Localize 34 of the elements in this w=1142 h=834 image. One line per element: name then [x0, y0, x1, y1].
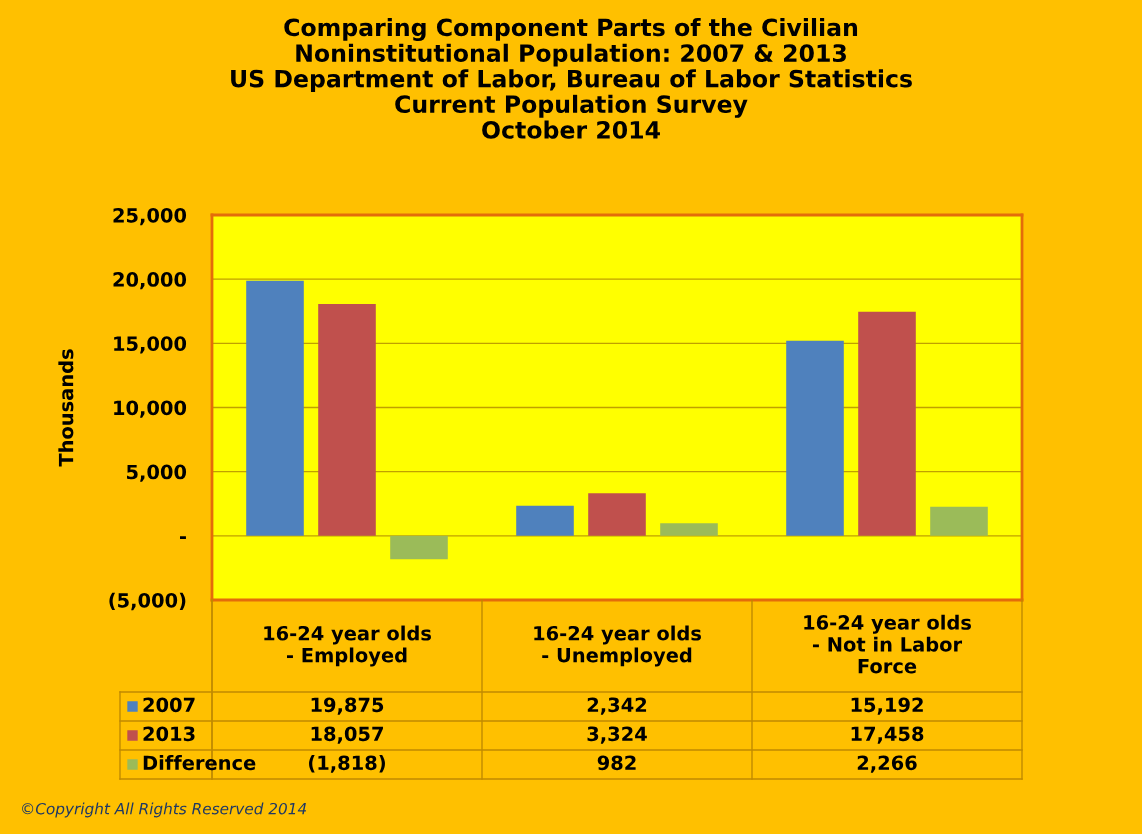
- data-label: 18,057: [311, 726, 383, 744]
- bar: [516, 505, 574, 536]
- bar: [390, 535, 448, 560]
- y-tick-label: 10,000: [114, 400, 187, 418]
- y-tick-label: 20,000: [113, 272, 187, 290]
- y-tick-label: (5,000): [109, 592, 186, 611]
- data-label: 15,192: [851, 697, 923, 715]
- y-tick-label: 5,000: [127, 464, 187, 482]
- data-label: 982: [597, 755, 636, 771]
- x-tick-label: 16-24 year olds - Not in Labor Force: [804, 614, 971, 674]
- data-label: 2,342: [587, 697, 647, 715]
- text: ©Copyright All Rights Reserved 2014: [22, 802, 307, 818]
- bar: [246, 280, 304, 536]
- x-tick-label: 16-24 year olds - Employed: [264, 625, 431, 667]
- data-label: 2,266: [857, 755, 917, 773]
- y-tick-label: 25,000: [113, 207, 187, 226]
- legend-label: Difference: [143, 755, 256, 771]
- bar: [318, 304, 376, 536]
- bar: [660, 523, 718, 536]
- legend-label: 2013: [143, 726, 195, 742]
- chart-title: Comparing Component Parts of the Civilian Noninstitutional Population: 2007 & 2013 US Department of Labor, Bureau of Labor Statistics Current Population Survey October 2014: [231, 18, 912, 139]
- data-label: (1,818): [309, 755, 385, 773]
- x-tick-label: 16-24 year olds - Unemployed: [534, 625, 701, 667]
- bar: [858, 311, 916, 536]
- y-tick-label: 15,000: [114, 336, 187, 354]
- data-label: 17,458: [851, 726, 924, 744]
- data-label: 19,875: [311, 697, 384, 715]
- y-axis-title: Thousands: [58, 349, 74, 467]
- legend-label: 2007: [143, 697, 195, 713]
- bar: [786, 340, 844, 536]
- bar: [930, 506, 988, 536]
- data-label: 3,324: [587, 726, 647, 744]
- bar: [588, 493, 646, 536]
- y-tick-label: -: [179, 536, 186, 539]
